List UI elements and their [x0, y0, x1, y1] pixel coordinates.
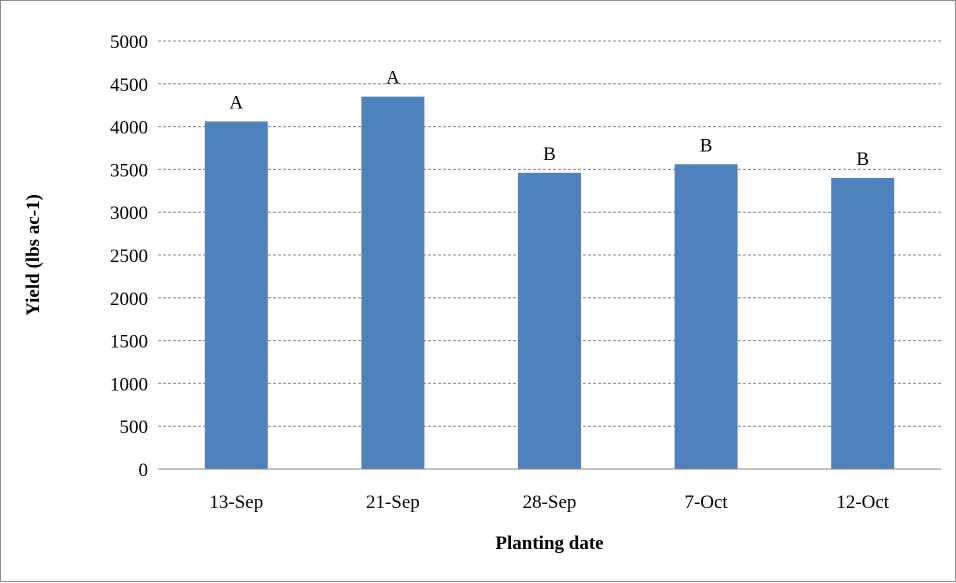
y-tick-label: 3500 — [110, 160, 148, 181]
x-tick-labels: 13-Sep 21-Sep 28-Sep 7-Oct 12-Oct — [209, 492, 889, 513]
bars — [204, 96, 895, 470]
y-tick-label: 2000 — [110, 289, 148, 310]
bar — [831, 177, 895, 469]
bar-letter-label: B — [700, 135, 713, 156]
y-axis-title: Yield (lbs ac-1) — [23, 194, 44, 316]
y-tick-label: 500 — [120, 417, 149, 438]
x-tick-label: 28-Sep — [523, 492, 577, 513]
x-axis-title: Planting date — [495, 533, 603, 554]
bar — [674, 164, 738, 469]
bar — [518, 172, 581, 469]
y-tick-label: 1000 — [110, 374, 148, 395]
bar-letter-label: B — [543, 144, 556, 165]
y-tick-label: 5000 — [110, 32, 148, 53]
bar — [361, 96, 425, 469]
y-tick-label: 2500 — [110, 246, 148, 267]
bar — [204, 121, 268, 470]
y-tick-label: 0 — [139, 460, 149, 481]
bar-letter-label: A — [229, 92, 243, 113]
x-tick-label: 7-Oct — [684, 492, 728, 513]
y-tick-label: 1500 — [110, 332, 148, 353]
x-tick-label: 21-Sep — [366, 492, 420, 513]
y-tick-label: 4000 — [110, 118, 148, 139]
x-tick-label: 13-Sep — [209, 492, 263, 513]
y-tick-label: 4500 — [110, 75, 148, 96]
x-tick-label: 12-Oct — [836, 492, 889, 513]
y-tick-labels: 0 500 1000 1500 2000 2500 3000 3500 4000 4500 5000 — [110, 32, 148, 481]
bar-letter-label: A — [386, 68, 400, 89]
significance-letters: A A B B B — [229, 68, 869, 170]
bar-letter-label: B — [856, 149, 869, 170]
y-tick-label: 3000 — [110, 203, 148, 224]
